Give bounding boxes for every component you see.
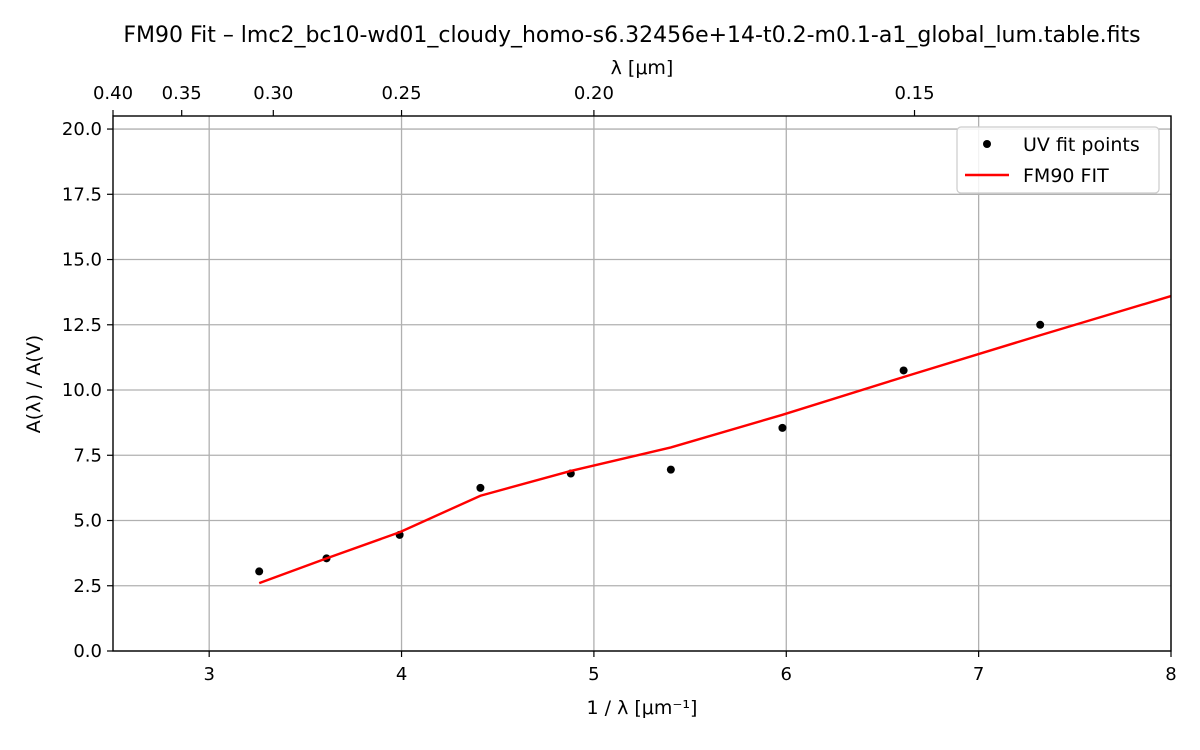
legend-box xyxy=(956,126,1160,194)
top-x-tick-label: 0.30 xyxy=(253,83,293,104)
chart-title: FM90 Fit – lmc2_bc10-wd01_cloudy_homo-s6… xyxy=(123,23,1140,48)
plot-frame xyxy=(112,115,1172,652)
legend-label: UV fit points xyxy=(1023,134,1140,156)
y-tick-label: 17.5 xyxy=(62,184,102,205)
y-tick-label: 0.0 xyxy=(73,641,102,662)
x-tick-label: 8 xyxy=(1165,664,1176,685)
top-x-tick-label: 0.40 xyxy=(93,83,133,104)
legend-label: FM90 FIT xyxy=(1023,165,1109,187)
y-tick-label: 15.0 xyxy=(62,250,102,271)
uv-fit-point xyxy=(666,465,675,474)
axes: 3 4 5 6 7 8 0.0 2.5 5.0 7.5 10.0 12.5 15.0 17.5 20.0 0.… xyxy=(62,83,1177,685)
uv-fit-point xyxy=(476,483,485,492)
fm90-fit-line xyxy=(258,294,1172,585)
uv-fit-point xyxy=(255,567,264,576)
y-tick-label: 10.0 xyxy=(62,380,102,401)
top-x-tick-label: 0.20 xyxy=(574,83,614,104)
x-tick-label: 4 xyxy=(396,664,407,685)
uv-fit-point xyxy=(778,423,787,432)
x-tick-label: 3 xyxy=(203,664,214,685)
top-x-axis-label: λ [μm] xyxy=(611,57,674,79)
legend: UV fit points FM90 FIT xyxy=(956,126,1160,194)
top-x-tick-label: 0.15 xyxy=(894,83,934,104)
x-tick-label: 6 xyxy=(781,664,792,685)
uv-fit-point xyxy=(1036,320,1045,329)
x-tick-label: 7 xyxy=(973,664,984,685)
data-series xyxy=(255,294,1172,585)
x-tick-label: 5 xyxy=(588,664,599,685)
y-axis-label: A(λ) / A(V) xyxy=(23,335,45,433)
x-axis-label: 1 / λ [μm⁻¹] xyxy=(587,697,698,719)
legend-point-swatch xyxy=(983,140,991,148)
top-x-tick-label: 0.25 xyxy=(382,83,422,104)
y-tick-label: 5.0 xyxy=(73,511,102,532)
y-tick-label: 2.5 xyxy=(73,576,102,597)
top-x-tick-label: 0.35 xyxy=(162,83,202,104)
uv-fit-point xyxy=(899,366,908,375)
y-tick-label: 7.5 xyxy=(73,445,102,466)
y-tick-label: 12.5 xyxy=(62,315,102,336)
y-tick-label: 20.0 xyxy=(62,119,102,140)
